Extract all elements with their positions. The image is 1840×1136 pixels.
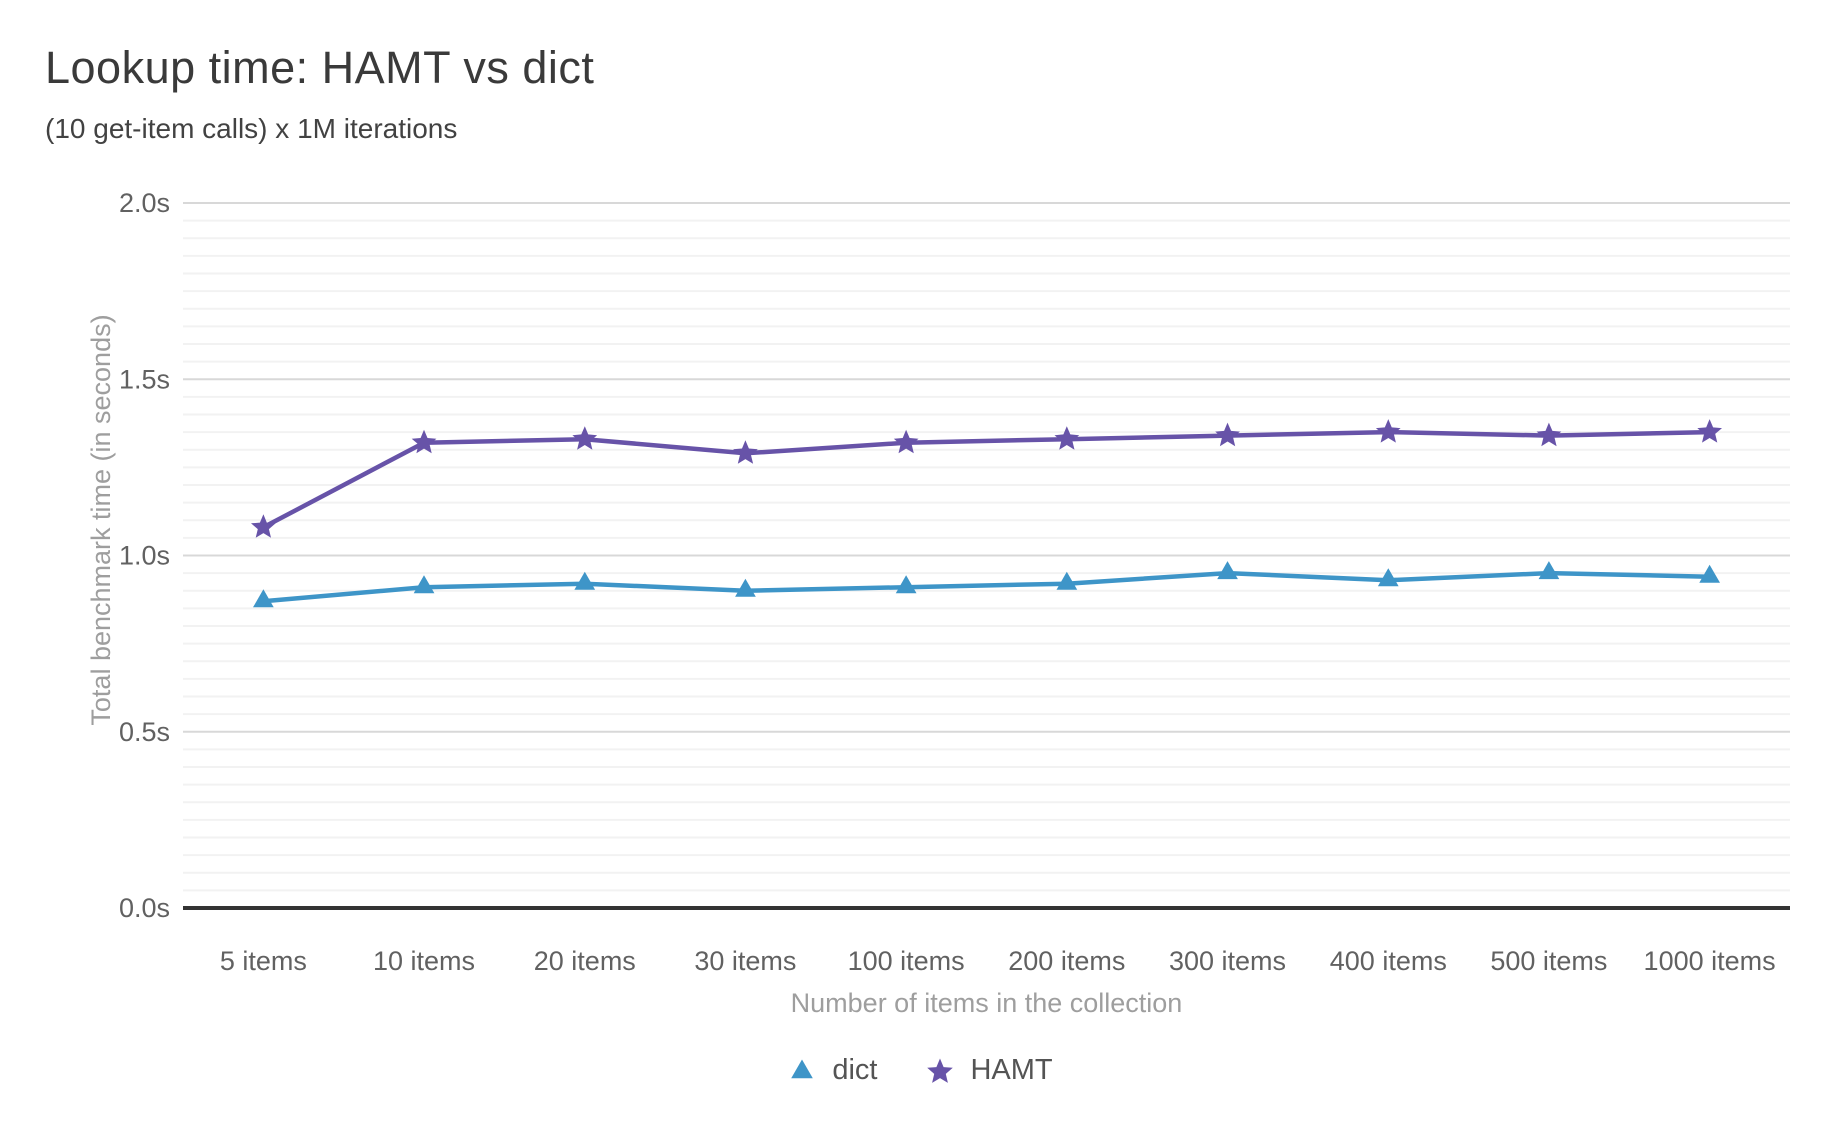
legend-item-dict[interactable]: dict bbox=[787, 1054, 877, 1087]
y-tick-label: 1.5s bbox=[119, 364, 170, 394]
chart-title: Lookup time: HAMT vs dict bbox=[45, 42, 595, 93]
x-tick-labels: 5 items 10 items 20 items 30 items 100 items… bbox=[220, 946, 1776, 976]
series-dict bbox=[253, 561, 1720, 608]
triangle-icon bbox=[1056, 571, 1078, 590]
x-tick-label: 100 items bbox=[848, 946, 965, 976]
y-tick-label: 1.0s bbox=[119, 541, 170, 571]
x-tick-label: 1000 items bbox=[1644, 946, 1776, 976]
legend-label: dict bbox=[832, 1054, 878, 1086]
star-icon bbox=[893, 429, 919, 454]
legend-label: HAMT bbox=[970, 1054, 1053, 1086]
triangle-icon bbox=[1538, 561, 1560, 580]
x-tick-label: 10 items bbox=[373, 946, 475, 976]
star-icon bbox=[251, 514, 276, 538]
x-tick-label: 30 items bbox=[694, 946, 796, 976]
star-icon bbox=[1697, 419, 1722, 443]
legend: dict HAMT bbox=[0, 1054, 1840, 1087]
x-axis-title: Number of items in the collection bbox=[790, 988, 1183, 1018]
chart-subtitle: (10 get-item calls) x 1M iterations bbox=[45, 113, 458, 144]
star-icon bbox=[1375, 419, 1401, 443]
star-icon bbox=[572, 426, 598, 450]
star-icon bbox=[1054, 426, 1080, 450]
series-dict-line bbox=[261, 570, 1712, 604]
star-icon bbox=[1536, 422, 1562, 447]
legend-item-hamt[interactable]: HAMT bbox=[925, 1054, 1053, 1087]
star-icon bbox=[1215, 422, 1240, 447]
y-tick-label: 2.0s bbox=[119, 188, 170, 218]
triangle-icon bbox=[735, 578, 756, 597]
triangle-icon bbox=[253, 589, 274, 608]
y-tick-label: 0.5s bbox=[119, 717, 170, 747]
x-tick-label: 500 items bbox=[1490, 946, 1607, 976]
x-tick-label: 200 items bbox=[1008, 946, 1125, 976]
y-tick-labels: 0.0s 0.5s 1.0s 1.5s 2.0s bbox=[119, 188, 170, 923]
star-icon bbox=[925, 1056, 955, 1086]
x-tick-label: 300 items bbox=[1169, 946, 1286, 976]
triangle-icon bbox=[413, 575, 435, 594]
triangle-icon bbox=[787, 1056, 817, 1086]
triangle-icon bbox=[1699, 564, 1720, 583]
triangle-icon bbox=[895, 575, 917, 594]
minor-gridlines bbox=[183, 219, 1790, 892]
x-tick-label: 400 items bbox=[1330, 946, 1447, 976]
series-hamt-line bbox=[261, 429, 1712, 530]
y-tick-label: 0.0s bbox=[119, 893, 170, 923]
major-gridlines bbox=[183, 202, 1790, 733]
triangle-icon bbox=[1377, 568, 1399, 587]
triangle-icon bbox=[574, 571, 596, 590]
star-icon bbox=[411, 429, 437, 454]
star-icon bbox=[733, 440, 758, 464]
triangle-icon bbox=[1217, 561, 1238, 580]
series-hamt bbox=[251, 419, 1722, 538]
x-tick-label: 5 items bbox=[220, 946, 307, 976]
x-tick-label: 20 items bbox=[534, 946, 636, 976]
